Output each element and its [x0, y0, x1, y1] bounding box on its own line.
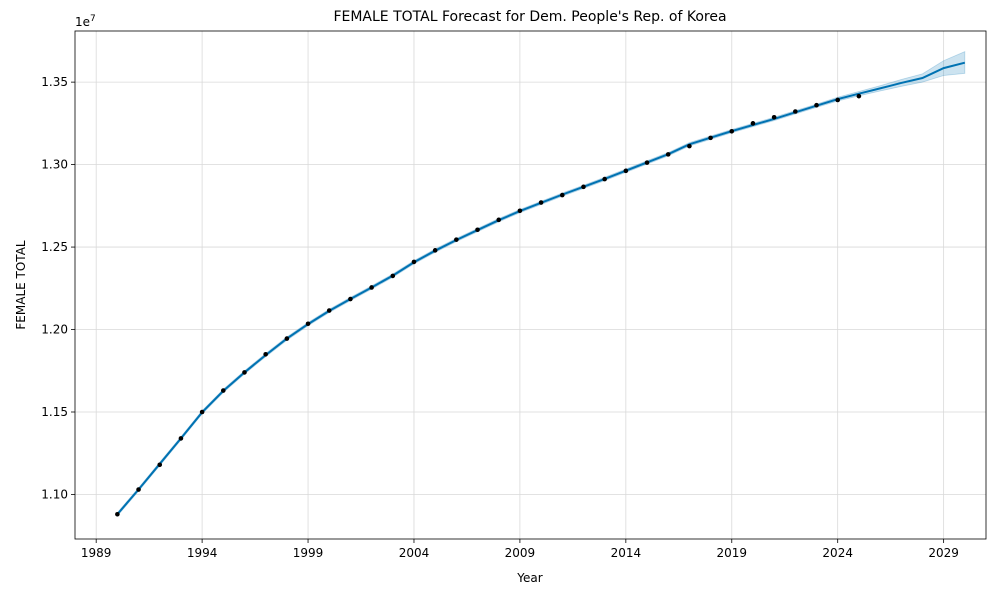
observed-point	[602, 176, 607, 182]
observed-point	[814, 102, 819, 108]
y-offset-label: 1e7	[75, 14, 96, 29]
x-axis-label: Year	[516, 571, 542, 585]
observed-point	[793, 109, 798, 114]
observed-point	[178, 436, 184, 441]
observed-point	[517, 208, 523, 214]
observed-point	[835, 97, 840, 103]
observed-point	[348, 296, 353, 302]
x-tick-label: 1989	[81, 546, 112, 560]
x-tick-label: 1994	[187, 546, 218, 560]
observed-point	[538, 200, 544, 205]
observed-point	[242, 370, 247, 375]
observed-point	[729, 128, 735, 134]
observed-point	[157, 462, 163, 468]
x-tick-label: 2029	[928, 546, 959, 560]
y-tick-label: 1.20	[41, 323, 68, 337]
observed-point	[856, 93, 862, 99]
y-tick-label: 1.10	[41, 487, 68, 501]
x-tick-label: 2019	[716, 546, 747, 560]
observed-point	[708, 135, 713, 141]
x-tick-label: 2004	[399, 546, 430, 560]
observed-point	[771, 114, 777, 120]
observed-point	[581, 184, 586, 190]
observed-point	[221, 388, 226, 393]
observed-point	[559, 192, 565, 198]
y-offset-exponent: 7	[90, 14, 96, 24]
x-tick-label: 1999	[293, 546, 324, 560]
y-axis-ticks: 1.10 1.15 1.20 1.25 1.30 1.35	[41, 75, 75, 501]
y-tick-label: 1.25	[41, 240, 68, 254]
uncertainty-band	[116, 51, 966, 517]
observed-point	[411, 259, 417, 265]
observed-point	[284, 336, 290, 341]
observed-point	[687, 143, 692, 149]
observed-point	[305, 321, 311, 327]
observed-point	[496, 217, 502, 223]
observed-point	[326, 308, 332, 313]
observed-point	[644, 160, 650, 165]
observed-point	[115, 511, 120, 517]
grid	[75, 31, 986, 539]
x-tick-label: 2009	[505, 546, 536, 560]
y-tick-label: 1.15	[41, 405, 68, 419]
observed-point	[263, 351, 268, 357]
observed-point	[432, 248, 438, 253]
observed-point	[199, 409, 205, 415]
plot-frame	[74, 30, 987, 540]
observed-point	[623, 168, 629, 174]
observed-points	[115, 93, 862, 517]
observed-point	[454, 237, 459, 242]
y-tick-label: 1.30	[41, 158, 68, 172]
observed-point	[369, 285, 374, 290]
observed-point	[390, 273, 396, 279]
x-tick-label: 2024	[822, 546, 853, 560]
observed-point	[750, 121, 756, 126]
observed-point	[136, 487, 141, 492]
observed-point	[475, 227, 480, 233]
chart-title: FEMALE TOTAL Forecast for Dem. People's …	[333, 9, 726, 25]
y-tick-label: 1.35	[41, 75, 68, 89]
observed-point	[665, 152, 671, 157]
y-axis-label: FEMALE TOTAL	[14, 240, 28, 330]
x-tick-label: 2014	[611, 546, 642, 560]
x-axis-ticks: 1989 1994 1999 2004 2009 2014 2019 2024 2029	[81, 539, 959, 560]
